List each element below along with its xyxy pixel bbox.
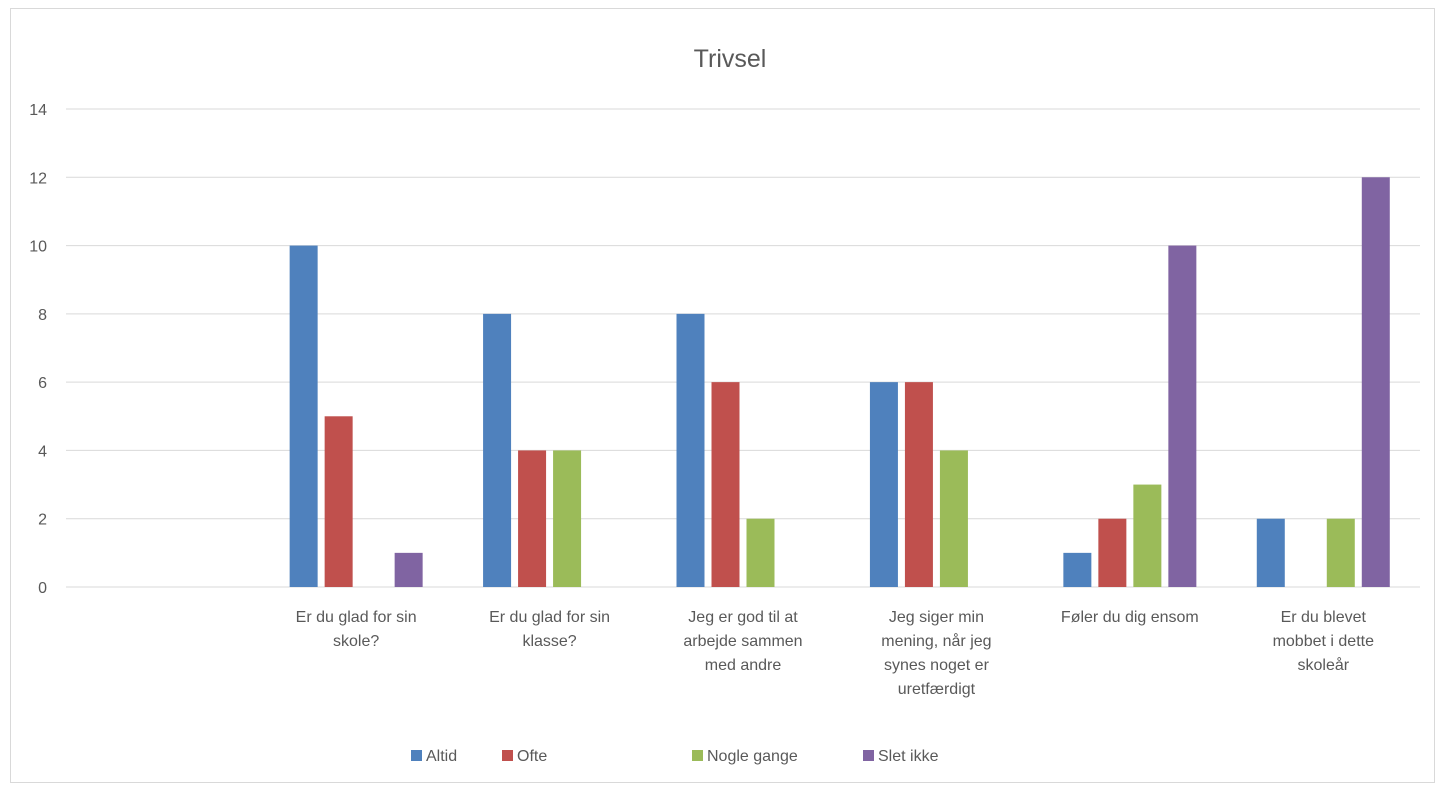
bar-ofte: [1098, 518, 1127, 587]
bar-altid: [1256, 518, 1285, 587]
x-category-label: Jeg siger min mening, når jeg synes noget …: [881, 609, 991, 698]
bar-altid: [1063, 552, 1092, 587]
x-category-label-line: Jeg siger min: [889, 609, 984, 626]
bar-slet-ikke: [1168, 245, 1197, 588]
x-category-label: Jeg er god til at arbejde sammen med andre: [683, 609, 802, 674]
x-category-label: Føler du dig ensom: [1061, 609, 1199, 626]
x-category-label-line: synes noget er: [884, 657, 990, 674]
x-category-label-line: Er du glad for sin: [489, 609, 610, 626]
bar-ofte: [711, 382, 740, 587]
x-axis-categories: Er du glad for sin skole?Er du glad for s…: [296, 609, 1374, 698]
chart-title: Trivsel: [694, 45, 767, 73]
legend: Altid Ofte Nogle gange Slet ikke: [411, 748, 939, 765]
legend-label: Nogle gange: [707, 748, 798, 765]
x-category-label-line: Føler du dig ensom: [1061, 609, 1199, 626]
legend-label: Ofte: [517, 748, 547, 765]
y-tick-label: 4: [38, 443, 47, 460]
x-category-label: Er du blevet mobbet i dette skoleår: [1273, 609, 1375, 674]
x-category-label-line: mobbet i dette: [1273, 633, 1375, 650]
legend-swatch: [411, 750, 422, 761]
x-category-label-line: Er du blevet: [1281, 609, 1367, 626]
bar-nogle-gange: [553, 450, 582, 587]
y-tick-label: 10: [29, 239, 47, 256]
legend-swatch: [692, 750, 703, 761]
bars: [289, 177, 1390, 588]
bar-ofte: [518, 450, 547, 587]
y-tick-label: 6: [38, 375, 47, 392]
x-category-label-line: uretfærdigt: [898, 681, 976, 698]
chart-frame: Trivsel 0 2 4 6 8 10 12 14 Er du glad for sin sk…: [10, 8, 1435, 783]
y-axis-ticks: 0 2 4 6 8 10 12 14: [29, 102, 47, 597]
bar-altid: [869, 382, 898, 587]
x-category-label: Er du glad for sin skole?: [296, 609, 417, 650]
x-category-label-line: arbejde sammen: [683, 633, 802, 650]
x-category-label-line: Er du glad for sin: [296, 609, 417, 626]
x-category-label-line: skole?: [333, 633, 379, 650]
bar-altid: [676, 313, 705, 587]
x-category-label-line: klasse?: [522, 633, 576, 650]
y-tick-label: 0: [38, 580, 47, 597]
bar-nogle-gange: [939, 450, 968, 587]
x-category-label: Er du glad for sin klasse?: [489, 609, 610, 650]
bar-chart: Trivsel 0 2 4 6 8 10 12 14 Er du glad for sin sk…: [29, 45, 1420, 765]
bar-altid: [483, 313, 512, 587]
bar-slet-ikke: [394, 552, 423, 587]
y-tick-label: 8: [38, 307, 47, 324]
legend-label: Slet ikke: [878, 748, 939, 765]
y-tick-label: 14: [29, 102, 47, 119]
x-category-label-line: med andre: [705, 657, 782, 674]
gridlines: [66, 108, 1420, 588]
y-tick-label: 12: [29, 170, 47, 187]
bar-slet-ikke: [1361, 177, 1390, 588]
y-tick-label: 2: [38, 512, 47, 529]
legend-swatch: [502, 750, 513, 761]
legend-swatch: [863, 750, 874, 761]
x-category-label-line: Jeg er god til at: [688, 609, 798, 626]
bar-nogle-gange: [1133, 484, 1162, 587]
x-category-label-line: mening, når jeg: [881, 632, 991, 650]
x-category-label-line: skoleår: [1297, 656, 1349, 674]
bar-ofte: [324, 416, 353, 587]
bar-ofte: [904, 382, 933, 587]
bar-altid: [289, 245, 318, 588]
bar-nogle-gange: [1326, 518, 1355, 587]
legend-label: Altid: [426, 748, 457, 765]
bar-nogle-gange: [746, 518, 775, 587]
